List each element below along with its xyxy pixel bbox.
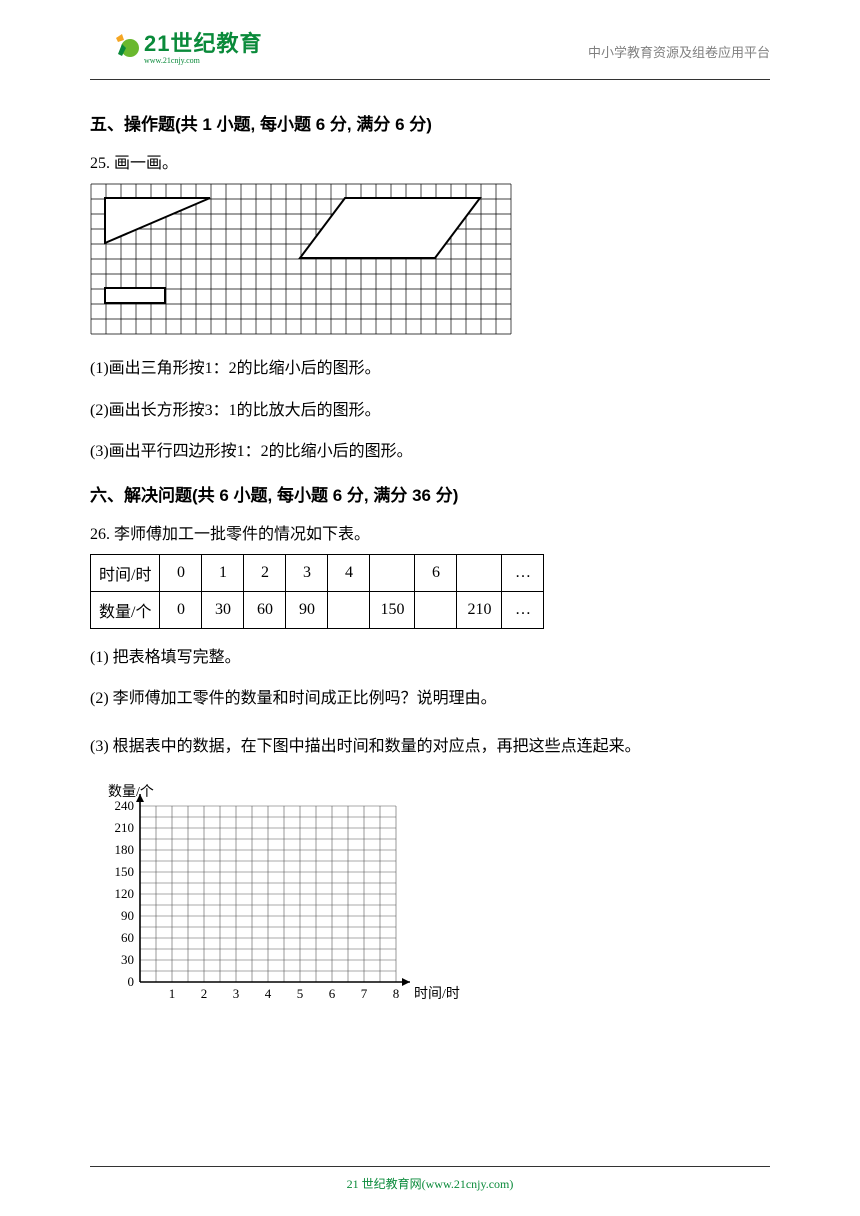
table-cell xyxy=(328,591,370,628)
svg-text:时间/时: 时间/时 xyxy=(414,986,460,1002)
table-cell: 0 xyxy=(160,591,202,628)
svg-text:1: 1 xyxy=(169,986,176,1001)
q26-label: 26. 李师傅加工一批零件的情况如下表。 xyxy=(90,520,770,544)
table-cell: 2 xyxy=(244,554,286,591)
svg-text:3: 3 xyxy=(233,986,240,1001)
table-cell: 6 xyxy=(415,554,457,591)
q25-sub1: (1)画出三角形按1：2的比缩小后的图形。 xyxy=(90,356,770,382)
svg-text:240: 240 xyxy=(115,798,135,813)
q26-table: 时间/时 0 1 2 3 4 6 … 数量/个 0 30 60 90 150 2… xyxy=(90,554,544,629)
svg-text:0: 0 xyxy=(128,974,135,989)
svg-text:4: 4 xyxy=(265,986,272,1001)
svg-text:90: 90 xyxy=(121,908,134,923)
q26-sub3: (3) 根据表中的数据，在下图中描出时间和数量的对应点，再把这些点连起来。 xyxy=(90,728,770,766)
svg-text:60: 60 xyxy=(121,930,134,945)
table-cell: 30 xyxy=(202,591,244,628)
page-footer: 21 世纪教育网(www.21cnjy.com) xyxy=(90,1166,770,1192)
table-row: 数量/个 0 30 60 90 150 210 … xyxy=(91,591,544,628)
grid-svg xyxy=(90,183,512,335)
table-cell: 1 xyxy=(202,554,244,591)
section6-title: 六、解决问题(共 6 小题, 每小题 6 分, 满分 36 分) xyxy=(90,481,770,506)
table-cell: … xyxy=(502,554,544,591)
q26-sub2: (2) 李师傅加工零件的数量和时间成正比例吗？说明理由。 xyxy=(90,686,770,712)
q26-chart-figure: 数量/个240210180150120906030012345678时间/时 xyxy=(90,782,770,1017)
logo-icon xyxy=(108,30,140,62)
logo-text-en: www.21cnjy.com xyxy=(144,56,262,65)
table-cell xyxy=(457,554,502,591)
svg-text:7: 7 xyxy=(361,986,368,1001)
table-cell: 时间/时 xyxy=(91,554,160,591)
table-cell: 0 xyxy=(160,554,202,591)
table-cell: 90 xyxy=(286,591,328,628)
svg-text:180: 180 xyxy=(115,842,135,857)
logo-text-cn: 21世纪教育 xyxy=(144,31,262,56)
table-cell: 4 xyxy=(328,554,370,591)
table-cell: 3 xyxy=(286,554,328,591)
section5-title: 五、操作题(共 1 小题, 每小题 6 分, 满分 6 分) xyxy=(90,110,770,135)
page-content: 五、操作题(共 1 小题, 每小题 6 分, 满分 6 分) 25. 画一画。 … xyxy=(0,80,860,1017)
q25-sub3: (3)画出平行四边形按1：2的比缩小后的图形。 xyxy=(90,439,770,465)
header-subtitle: 中小学教育资源及组卷应用平台 xyxy=(588,42,770,61)
table-cell xyxy=(415,591,457,628)
svg-text:2: 2 xyxy=(201,986,208,1001)
svg-text:30: 30 xyxy=(121,952,134,967)
svg-text:6: 6 xyxy=(329,986,336,1001)
table-cell: … xyxy=(502,591,544,628)
q25-label: 25. 画一画。 xyxy=(90,149,770,173)
q25-grid-figure xyxy=(90,183,770,340)
chart-svg: 数量/个240210180150120906030012345678时间/时 xyxy=(90,782,470,1012)
logo-text-block: 21世纪教育 www.21cnjy.com xyxy=(144,26,262,65)
svg-text:120: 120 xyxy=(115,886,135,901)
page-header: 21世纪教育 www.21cnjy.com 中小学教育资源及组卷应用平台 xyxy=(90,0,770,80)
svg-text:5: 5 xyxy=(297,986,304,1001)
logo: 21世纪教育 www.21cnjy.com xyxy=(108,26,262,65)
q25-sub2: (2)画出长方形按3：1的比放大后的图形。 xyxy=(90,398,770,424)
table-cell: 60 xyxy=(244,591,286,628)
table-cell: 150 xyxy=(370,591,415,628)
table-cell: 数量/个 xyxy=(91,591,160,628)
table-cell xyxy=(370,554,415,591)
svg-text:8: 8 xyxy=(393,986,400,1001)
footer-text: 21 世纪教育网(www.21cnjy.com) xyxy=(347,1177,514,1191)
svg-text:150: 150 xyxy=(115,864,135,879)
table-row: 时间/时 0 1 2 3 4 6 … xyxy=(91,554,544,591)
q26-sub1: (1) 把表格填写完整。 xyxy=(90,645,770,671)
table-cell: 210 xyxy=(457,591,502,628)
svg-text:210: 210 xyxy=(115,820,135,835)
